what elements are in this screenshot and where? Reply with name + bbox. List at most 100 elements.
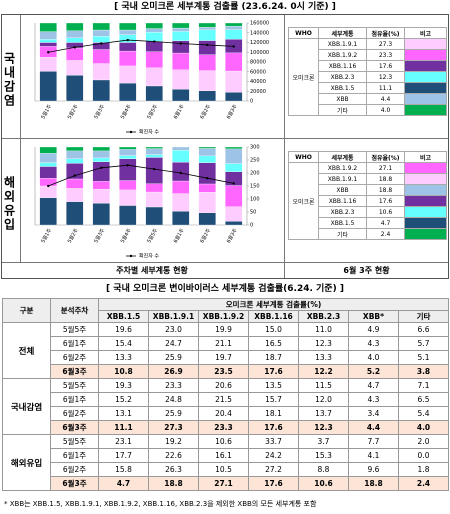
week-cell: 6월3주 <box>50 420 99 435</box>
line-point <box>100 166 103 169</box>
value-cell: 9.6 <box>348 462 399 477</box>
lineage-cell: XBB.1.5 <box>318 217 367 229</box>
value-cell: 11.5 <box>298 378 349 393</box>
bar-segment <box>39 22 57 32</box>
value-cell: 24.2 <box>248 448 299 463</box>
bar-segment <box>172 150 190 163</box>
y2-tick-label: 100 <box>250 197 260 203</box>
value-cell: 23.5 <box>198 364 249 379</box>
bar-segment <box>145 183 163 193</box>
color-swatch <box>405 229 446 239</box>
bar-segment <box>172 52 190 70</box>
value-cell: 12.2 <box>298 364 349 379</box>
chart: 0 50 100 150 200 250 300 5월1주 5월2주 5월3주 5월4주 5월5주 6월… <box>34 145 260 260</box>
bar-segment <box>66 146 84 152</box>
bar-segment <box>198 27 216 31</box>
bar-segment <box>119 29 137 35</box>
value-cell: 10.6 <box>198 434 249 449</box>
value-cell: 27.2 <box>248 462 299 477</box>
legend-marker <box>129 130 133 134</box>
share-cell: 4.4 <box>366 93 405 105</box>
swatch-cell <box>404 217 447 229</box>
value-cell: 19.2 <box>148 434 199 449</box>
subheader-cell: XBB.1.5 <box>98 310 149 323</box>
share-cell: 12.3 <box>366 71 405 83</box>
group-cell: 해외유입 <box>2 434 51 491</box>
value-cell: 5.2 <box>348 364 399 379</box>
value-cell: 24.7 <box>148 336 199 351</box>
bar-segment <box>145 41 163 52</box>
value-cell: 15.4 <box>98 336 149 351</box>
value-cell: 15.7 <box>248 392 299 407</box>
week-cell: 5월5주 <box>50 378 99 393</box>
value-cell: 17.7 <box>98 448 149 463</box>
header-cell: 분석주차 <box>50 298 99 323</box>
bar-segment <box>145 191 163 208</box>
bar-segment <box>172 180 190 194</box>
value-cell: 21.1 <box>198 336 249 351</box>
line <box>48 164 234 187</box>
value-cell: 4.7 <box>98 476 149 491</box>
x-tick-label: 5월5주 <box>145 103 159 120</box>
share-cell: 10.6 <box>366 206 405 218</box>
bar-segment <box>119 65 137 84</box>
swatch-cell <box>404 93 447 105</box>
value-cell: 16.1 <box>198 448 249 463</box>
swatch-cell <box>404 184 447 196</box>
share-cell: 4.0 <box>366 104 405 116</box>
divider <box>2 138 448 139</box>
y2-tick-label: 50 <box>250 210 256 216</box>
value-cell: 8.8 <box>298 462 349 477</box>
value-cell: 0.0 <box>397 448 450 463</box>
bar-segment <box>39 197 57 226</box>
bar-segment <box>145 28 163 33</box>
bar-segment <box>172 146 190 151</box>
value-cell: 13.3 <box>98 350 149 365</box>
bar-segment <box>172 31 190 41</box>
bar-segment <box>172 193 190 212</box>
share-cell: 27.3 <box>366 38 405 50</box>
legend-marker <box>129 254 133 258</box>
bar-segment <box>145 22 163 29</box>
table-row: 기타 2.4 <box>289 228 447 240</box>
y2-tick-label: 80000 <box>250 60 266 66</box>
bar-segment <box>92 79 110 102</box>
bar-segment <box>66 150 84 159</box>
bar-segment <box>92 22 110 31</box>
table-row: 6월1주 17.7 22.6 16.1 24.2 15.3 4.1 0.0 <box>3 448 450 463</box>
value-cell: 27.3 <box>148 420 199 435</box>
bar-segment <box>39 31 57 40</box>
value-cell: 25.9 <box>148 406 199 421</box>
header-row: WHO 세부계통 점유율(%) 비고 <box>288 27 447 39</box>
bar-segment <box>225 148 243 164</box>
line-point <box>206 43 209 47</box>
bar-segment <box>92 63 110 81</box>
x-tick-label: 6월2주 <box>198 227 212 244</box>
share-cell: 4.7 <box>366 217 405 229</box>
bar-segment <box>198 54 216 71</box>
who-cell: 오미크론 <box>288 162 319 240</box>
value-cell: 19.7 <box>198 350 249 365</box>
value-cell: 27.1 <box>198 476 249 491</box>
bar-segment <box>66 178 84 189</box>
value-cell: 17.6 <box>248 420 299 435</box>
lineage-cell: XBB.1.5 <box>318 82 367 94</box>
value-cell: 15.0 <box>248 322 299 337</box>
color-swatch <box>405 185 446 195</box>
value-cell: 5.7 <box>397 336 450 351</box>
week-cell: 6월2주 <box>50 350 99 365</box>
x-tick-label: 5월4주 <box>119 103 133 120</box>
value-cell: 13.7 <box>298 406 349 421</box>
bar-segment <box>172 161 190 182</box>
line-point <box>206 177 209 180</box>
value-cell: 17.6 <box>248 476 299 491</box>
week-cell: 6월1주 <box>50 336 99 351</box>
value-cell: 15.3 <box>298 448 349 463</box>
table-row: XBB.1.5 4.7 <box>289 217 447 229</box>
value-cell: 18.7 <box>248 350 299 365</box>
line-point <box>232 182 235 185</box>
table-row: XBB.2.3 12.3 <box>289 71 447 83</box>
bar-segment <box>145 206 163 226</box>
bar-segment <box>92 181 110 190</box>
value-cell: 21.5 <box>198 392 249 407</box>
